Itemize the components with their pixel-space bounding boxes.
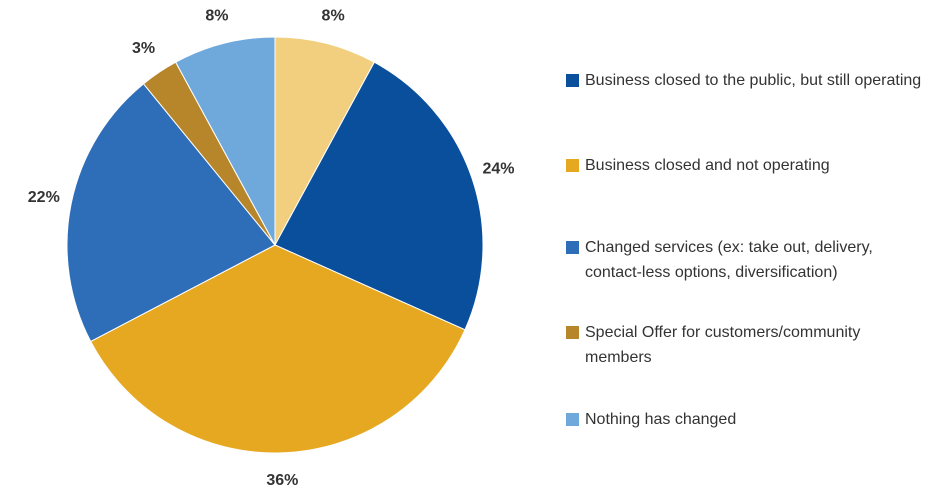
legend-label: Changed services (ex: take out, delivery…: [585, 239, 873, 281]
pie-slice: [66, 83, 276, 343]
data-label: 24%: [483, 161, 515, 178]
legend-label: Nothing has changed: [585, 411, 737, 428]
legend-swatch: [566, 241, 579, 254]
pie-slice: [274, 61, 484, 331]
legend-swatch: [566, 326, 579, 339]
legend-label: Special Offer for customers/community me…: [585, 324, 861, 366]
data-label: 8%: [205, 7, 228, 24]
legend-swatch: [566, 413, 579, 426]
pie-slice: [90, 244, 466, 454]
legend-entry: Nothing has changed: [566, 407, 930, 432]
data-label: 3%: [132, 40, 155, 57]
legend-swatch: [566, 74, 579, 87]
data-label: 22%: [28, 189, 60, 206]
legend-label: Business closed and not operating: [585, 157, 830, 174]
legend-entry: Special Offer for customers/community me…: [566, 320, 930, 370]
pie-area: 8% 24% 36% 22% 3% 8%: [28, 7, 515, 489]
legend-label: Business closed to the public, but still…: [585, 72, 922, 89]
data-label: 36%: [266, 472, 298, 489]
pie-slice: [175, 36, 276, 246]
data-label: 8%: [322, 7, 345, 24]
pie-slice: [274, 36, 375, 246]
legend-entry: Business closed to the public, but still…: [566, 68, 930, 93]
legend-swatch: [566, 159, 579, 172]
legend-entry: Changed services (ex: take out, delivery…: [566, 235, 930, 285]
legend-entry: Business closed and not operating: [566, 153, 930, 178]
